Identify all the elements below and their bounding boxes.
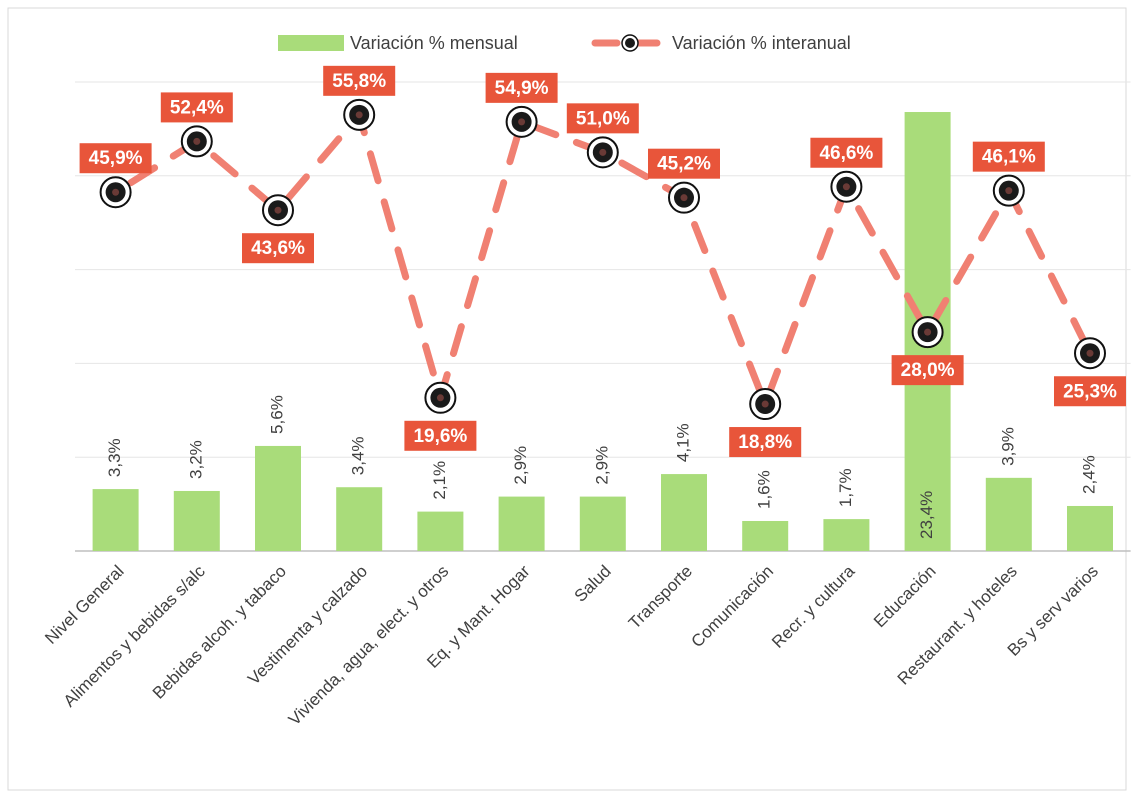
- marker: [668, 181, 700, 214]
- bar-value-label: 3,4%: [349, 436, 368, 475]
- marker: [830, 170, 863, 203]
- line-value-label: 46,6%: [819, 143, 873, 164]
- marker-dot: [924, 328, 932, 336]
- line-value-label: 43,6%: [251, 238, 305, 259]
- value-label-box: [891, 355, 964, 386]
- marker: [180, 125, 213, 158]
- marker-dot: [274, 206, 282, 214]
- bar: [92, 489, 139, 551]
- value-label-box: [160, 92, 233, 123]
- bar: [661, 474, 707, 551]
- marker: [505, 105, 538, 138]
- line-value-label: 28,0%: [901, 360, 955, 381]
- bar-value-label: 2,9%: [511, 446, 530, 485]
- bar: [255, 445, 301, 551]
- bar-value-label: 4,1%: [673, 423, 692, 462]
- line-value-label: 54,9%: [495, 78, 549, 99]
- bar-value-label: 2,1%: [430, 461, 449, 500]
- value-label-box: [79, 143, 152, 174]
- marker-dot: [112, 188, 120, 196]
- marker: [99, 176, 132, 209]
- bar: [823, 519, 870, 551]
- legend-label: Variación % mensual: [350, 33, 518, 53]
- marker-dot: [436, 394, 444, 402]
- bar: [985, 477, 1032, 551]
- value-label-box: [404, 420, 477, 451]
- marker-dot: [842, 183, 850, 191]
- line-value-label: 18,8%: [738, 432, 792, 453]
- value-label-box: [323, 65, 396, 96]
- bar-value-label: 5,6%: [267, 395, 286, 434]
- bar-value-label: 2,9%: [592, 446, 611, 485]
- marker-dot: [1086, 349, 1094, 357]
- legend: Variación % mensual Variación % interanua…: [278, 33, 851, 53]
- bar: [1067, 505, 1113, 551]
- line-value-label: 45,2%: [657, 154, 711, 175]
- value-label-box: [566, 103, 639, 134]
- marker-dot: [518, 118, 526, 126]
- legend-label: Variación % interanual: [672, 33, 851, 53]
- bar: [173, 490, 220, 551]
- line-value-label: 19,6%: [413, 426, 467, 447]
- value-label-box: [242, 233, 314, 264]
- bar-value-label: 1,7%: [836, 468, 855, 507]
- line-value-label: 55,8%: [332, 71, 386, 92]
- marker-dot: [1005, 187, 1013, 195]
- marker-dot: [599, 148, 607, 156]
- value-label-box: [1054, 376, 1126, 407]
- marker: [992, 174, 1025, 207]
- legend-marker-core: [625, 38, 635, 48]
- bar-value-label: 3,9%: [998, 427, 1017, 466]
- marker: [424, 381, 457, 414]
- marker: [262, 194, 294, 227]
- marker-dot: [193, 137, 201, 145]
- bar-value-label: 23,4%: [917, 491, 936, 539]
- value-label-box: [810, 137, 883, 168]
- line-value-label: 52,4%: [170, 97, 224, 118]
- value-label-box: [972, 141, 1045, 172]
- line-value-label: 45,9%: [89, 148, 143, 169]
- marker: [749, 388, 782, 421]
- marker-dot: [680, 194, 688, 202]
- bar: [742, 520, 789, 551]
- marker-dot: [355, 111, 363, 119]
- line-value-label: 46,1%: [982, 147, 1036, 168]
- marker: [911, 316, 944, 349]
- bar: [417, 511, 464, 551]
- value-label-box: [729, 427, 802, 458]
- bar: [336, 487, 383, 551]
- bar-value-label: 3,3%: [105, 438, 124, 477]
- value-label-box: [648, 148, 720, 179]
- line-value-label: 25,3%: [1063, 381, 1117, 402]
- line-value-label: 51,0%: [576, 108, 630, 129]
- bar-value-label: 2,4%: [1079, 455, 1098, 494]
- bar: [579, 496, 626, 551]
- legend-swatch: [278, 35, 344, 51]
- bar: [498, 496, 545, 551]
- marker: [586, 136, 619, 169]
- marker-dot: [761, 400, 769, 408]
- bar-value-label: 1,6%: [755, 470, 774, 509]
- marker: [1074, 337, 1106, 370]
- value-label-box: [485, 72, 558, 103]
- bar-value-label: 3,2%: [186, 440, 205, 479]
- marker: [343, 98, 376, 131]
